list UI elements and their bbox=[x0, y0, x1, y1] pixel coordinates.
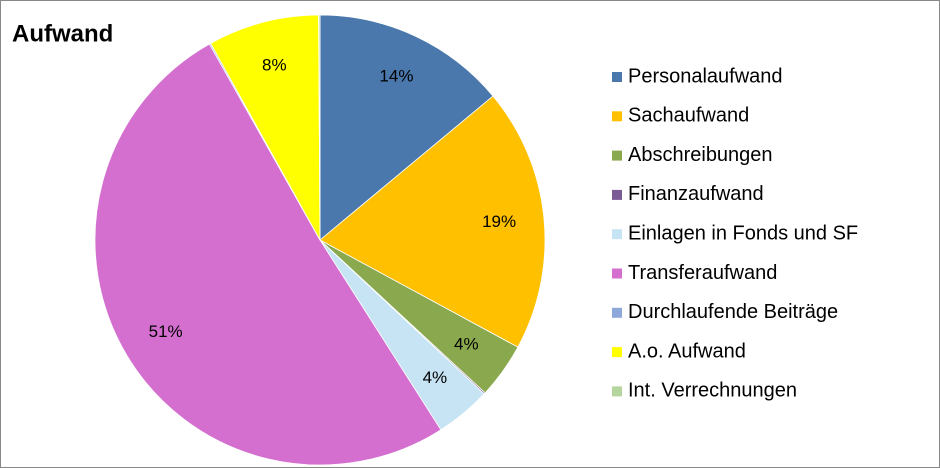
data-label: 8% bbox=[262, 55, 287, 74]
legend-label: Int. Verrechnungen bbox=[628, 380, 797, 402]
legend-label: Einlagen in Fonds und SF bbox=[628, 222, 858, 244]
legend-label: Personalaufwand bbox=[628, 65, 783, 87]
legend-swatch bbox=[612, 268, 622, 279]
legend-swatch bbox=[612, 386, 622, 397]
legend-swatch bbox=[612, 189, 622, 200]
legend-swatch bbox=[612, 150, 622, 161]
pie-slice bbox=[210, 14, 321, 241]
legend-swatch bbox=[612, 347, 622, 358]
data-label: 14% bbox=[379, 67, 413, 86]
data-label: 4% bbox=[454, 334, 479, 353]
legend-swatch bbox=[612, 72, 622, 82]
pie-slice bbox=[319, 14, 494, 241]
legend-label: Durchlaufende Beiträge bbox=[628, 301, 838, 323]
legend-label: Abschreibungen bbox=[628, 144, 773, 166]
data-label: 51% bbox=[149, 322, 183, 341]
data-label: 4% bbox=[423, 368, 448, 387]
pie-slice bbox=[319, 95, 546, 348]
legend-label: A.o. Aufwand bbox=[628, 340, 746, 362]
data-label: 19% bbox=[482, 212, 516, 231]
chart-title: Aufwand bbox=[12, 20, 113, 47]
pie-slice bbox=[94, 43, 442, 466]
pie-slice bbox=[318, 14, 321, 241]
legend-label: Transferaufwand bbox=[628, 262, 777, 284]
legend-swatch bbox=[612, 111, 622, 122]
legend-label: Finanzaufwand bbox=[628, 183, 764, 205]
legend-label: Sachaufwand bbox=[628, 105, 749, 127]
legend-swatch bbox=[612, 307, 622, 318]
legend-swatch bbox=[612, 229, 622, 240]
